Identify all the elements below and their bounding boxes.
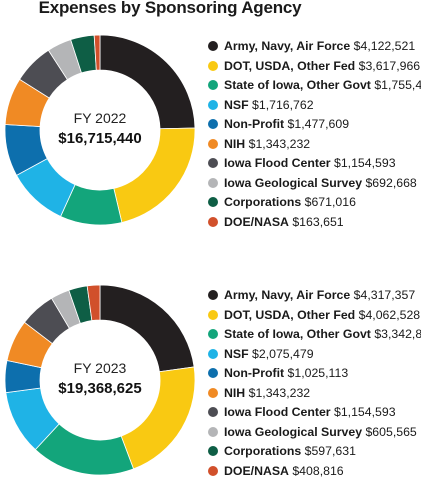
center-total-label: $16,715,440 [58,130,141,147]
legend-item-army-navy-air-force: Army, Navy, Air Force $4,122,521 [208,37,420,57]
legend-item-army-navy-air-force: Army, Navy, Air Force $4,317,357 [208,286,420,306]
legend-label: Non-Profit [224,366,284,380]
legend-swatch [208,41,218,51]
legend-item-nsf: NSF $1,716,762 [208,96,420,116]
legend-value: $163,651 [289,215,344,229]
legend-item-doe-nasa: DOE/NASA $163,651 [208,213,420,233]
legend-swatch [208,310,218,320]
legend-value: $4,122,521 [350,39,415,53]
legend-label: NSF [224,98,249,112]
legend-value: $1,716,762 [249,98,314,112]
legend-value: $1,755,422 [371,78,421,92]
legend-swatch [208,407,218,417]
legend-item-nih: NIH $1,343,232 [208,135,420,155]
legend-label: Iowa Flood Center [224,405,331,419]
legend-label: Iowa Geological Survey [224,176,362,190]
legend-value: $597,631 [301,444,356,458]
chart-title: Expenses by Sponsoring Agency [0,0,340,18]
legend-label: NIH [224,386,245,400]
legend-swatch [208,290,218,300]
legend-item-iowa-geological-survey: Iowa Geological Survey $605,565 [208,423,420,443]
legend-value: $1,343,232 [245,386,310,400]
legend-item-nsf: NSF $2,075,479 [208,345,420,365]
legend-value: $408,816 [289,464,344,478]
legend-item-dot-usda-other-fed: DOT, USDA, Other Fed $3,617,966 [208,57,420,77]
legend-value: $2,075,479 [249,347,314,361]
legend-swatch [208,61,218,71]
legend-item-non-profit: Non-Profit $1,477,609 [208,115,420,135]
legend-item-corporations: Corporations $597,631 [208,442,420,462]
legend-label: NIH [224,137,245,151]
legend-item-iowa-geological-survey: Iowa Geological Survey $692,668 [208,174,420,194]
legend-item-corporations: Corporations $671,016 [208,193,420,213]
legend-item-doe-nasa: DOE/NASA $408,816 [208,462,420,481]
center-year-label: FY 2022 [74,110,127,126]
legend-label: State of Iowa, Other Govt [224,327,371,341]
legend-value: $3,342,840 [371,327,421,341]
legend-item-state-of-iowa-other-govt: State of Iowa, Other Govt $3,342,840 [208,325,420,345]
legend-swatch [208,158,218,168]
legend-item-nih: NIH $1,343,232 [208,384,420,404]
legend-item-dot-usda-other-fed: DOT, USDA, Other Fed $4,062,528 [208,306,420,326]
legend-swatch [208,349,218,359]
legend-item-state-of-iowa-other-govt: State of Iowa, Other Govt $1,755,422 [208,76,420,96]
legend-label: State of Iowa, Other Govt [224,78,371,92]
legend-label: DOT, USDA, Other Fed [224,308,355,322]
legend-label: DOT, USDA, Other Fed [224,59,355,73]
legend-item-iowa-flood-center: Iowa Flood Center $1,154,593 [208,154,420,174]
legend-label: Army, Navy, Air Force [224,288,350,302]
legend-label: DOE/NASA [224,215,289,229]
center-total-label: $19,368,625 [58,380,141,397]
legend-swatch [208,466,218,476]
legend-value: $4,317,357 [350,288,415,302]
legend-swatch [208,368,218,378]
legend-value: $1,154,593 [331,156,396,170]
legend-value: $3,617,966 [355,59,420,73]
legend-label: Army, Navy, Air Force [224,39,350,53]
legend-value: $1,025,113 [284,366,348,380]
legend-label: Non-Profit [224,117,284,131]
legend-value: $605,565 [362,425,417,439]
donut-chart-fy2023: FY 2023 $19,368,625 [0,280,200,480]
donut-chart-fy2022: FY 2022 $16,715,440 [0,30,200,230]
legend-label: NSF [224,347,249,361]
legend-swatch [208,427,218,437]
legend-value: $1,343,232 [245,137,310,151]
legend-swatch [208,217,218,227]
legend-value: $1,154,593 [331,405,396,419]
legend-value: $692,668 [362,176,417,190]
legend-swatch [208,80,218,90]
legend-swatch [208,197,218,207]
legend-label: Iowa Flood Center [224,156,331,170]
legend-swatch [208,446,218,456]
legend-swatch [208,388,218,398]
legend-label: Corporations [224,444,301,458]
legend-swatch [208,100,218,110]
legend-label: Iowa Geological Survey [224,425,362,439]
legend-item-non-profit: Non-Profit $1,025,113 [208,364,420,384]
legend-item-iowa-flood-center: Iowa Flood Center $1,154,593 [208,403,420,423]
legend-value: $671,016 [301,195,356,209]
legend-label: Corporations [224,195,301,209]
legend-label: DOE/NASA [224,464,289,478]
center-year-label: FY 2023 [74,360,127,376]
legend-swatch [208,178,218,188]
legend-swatch [208,329,218,339]
legend-value: $4,062,528 [355,308,420,322]
legend-swatch [208,119,218,129]
donut-slice-army-navy-air-force [100,285,194,372]
legend-swatch [208,139,218,149]
legend-value: $1,477,609 [284,117,349,131]
